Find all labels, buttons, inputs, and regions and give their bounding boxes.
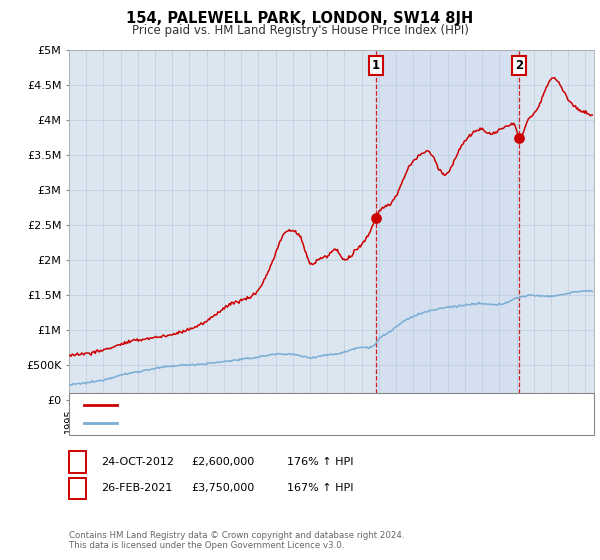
- Text: £2,600,000: £2,600,000: [191, 457, 254, 467]
- Point: [371, 214, 380, 223]
- Text: 154, PALEWELL PARK, LONDON, SW14 8JH (detached house): 154, PALEWELL PARK, LONDON, SW14 8JH (de…: [123, 400, 437, 410]
- Text: HPI: Average price, detached house, Richmond upon Thames: HPI: Average price, detached house, Rich…: [123, 418, 442, 428]
- Text: 154, PALEWELL PARK, LONDON, SW14 8JH: 154, PALEWELL PARK, LONDON, SW14 8JH: [127, 11, 473, 26]
- Text: 2: 2: [515, 59, 523, 72]
- Text: 1: 1: [371, 59, 380, 72]
- Text: 24-OCT-2012: 24-OCT-2012: [101, 457, 174, 467]
- Point: [514, 133, 524, 142]
- Text: Contains HM Land Registry data © Crown copyright and database right 2024.
This d: Contains HM Land Registry data © Crown c…: [69, 530, 404, 550]
- Text: 1: 1: [74, 457, 81, 467]
- Text: 167% ↑ HPI: 167% ↑ HPI: [287, 483, 353, 493]
- Text: 176% ↑ HPI: 176% ↑ HPI: [287, 457, 353, 467]
- Bar: [376, 50, 519, 400]
- Text: 26-FEB-2021: 26-FEB-2021: [101, 483, 172, 493]
- Text: 2: 2: [74, 483, 81, 493]
- Text: Price paid vs. HM Land Registry's House Price Index (HPI): Price paid vs. HM Land Registry's House …: [131, 24, 469, 36]
- Text: £3,750,000: £3,750,000: [191, 483, 254, 493]
